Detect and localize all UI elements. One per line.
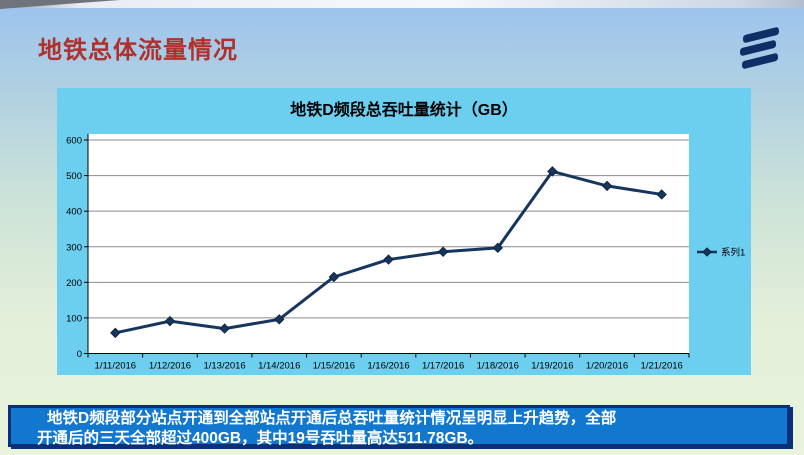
svg-text:200: 200 — [66, 278, 82, 289]
ericsson-logo-icon — [739, 26, 780, 70]
svg-text:400: 400 — [66, 207, 82, 218]
svg-text:100: 100 — [66, 313, 82, 324]
svg-text:1/17/2016: 1/17/2016 — [422, 361, 464, 372]
svg-text:1/13/2016: 1/13/2016 — [203, 361, 245, 372]
svg-text:1/15/2016: 1/15/2016 — [313, 361, 355, 372]
top-swoosh-shape — [0, 0, 120, 9]
svg-text:1/14/2016: 1/14/2016 — [258, 361, 300, 372]
svg-text:300: 300 — [66, 242, 82, 253]
summary-line-2: 开通后的三天全部超过400GB，其中19号吞吐量高达511.78GB。 — [37, 430, 484, 447]
svg-text:1/18/2016: 1/18/2016 — [477, 361, 519, 372]
svg-text:500: 500 — [66, 171, 82, 182]
line-plot: 0 100 200 300 400 500 600 1/11/2016 1/12/2016 1/1… — [66, 134, 745, 372]
svg-text:1/16/2016: 1/16/2016 — [367, 361, 409, 372]
summary-textbox: 地铁D频段部分站点开通到全部站点开通后总吞吐量统计情况呈明显上升趋势，全部 开通… — [8, 405, 790, 447]
throughput-chart: 地铁D频段总吞吐量统计（GB） 0 100 200 300 400 500 600 1/11/… — [57, 88, 751, 375]
svg-text:1/19/2016: 1/19/2016 — [531, 361, 573, 372]
logo-bar — [741, 52, 779, 70]
svg-text:1/21/2016: 1/21/2016 — [641, 361, 683, 372]
slide-title: 地铁总体流量情况 — [38, 37, 238, 64]
summary-line-1: 地铁D频段部分站点开通到全部站点开通后总吞吐量统计情况呈明显上升趋势，全部 — [47, 410, 617, 427]
svg-text:0: 0 — [77, 349, 82, 360]
svg-text:1/11/2016: 1/11/2016 — [95, 361, 137, 372]
legend-series-label: 系列1 — [721, 247, 745, 259]
top-decoration-strip — [0, 0, 804, 9]
chart-title: 地铁D频段总吞吐量统计（GB） — [290, 102, 518, 119]
svg-text:1/20/2016: 1/20/2016 — [586, 361, 628, 372]
svg-text:1/12/2016: 1/12/2016 — [149, 361, 191, 372]
svg-text:600: 600 — [66, 136, 82, 147]
